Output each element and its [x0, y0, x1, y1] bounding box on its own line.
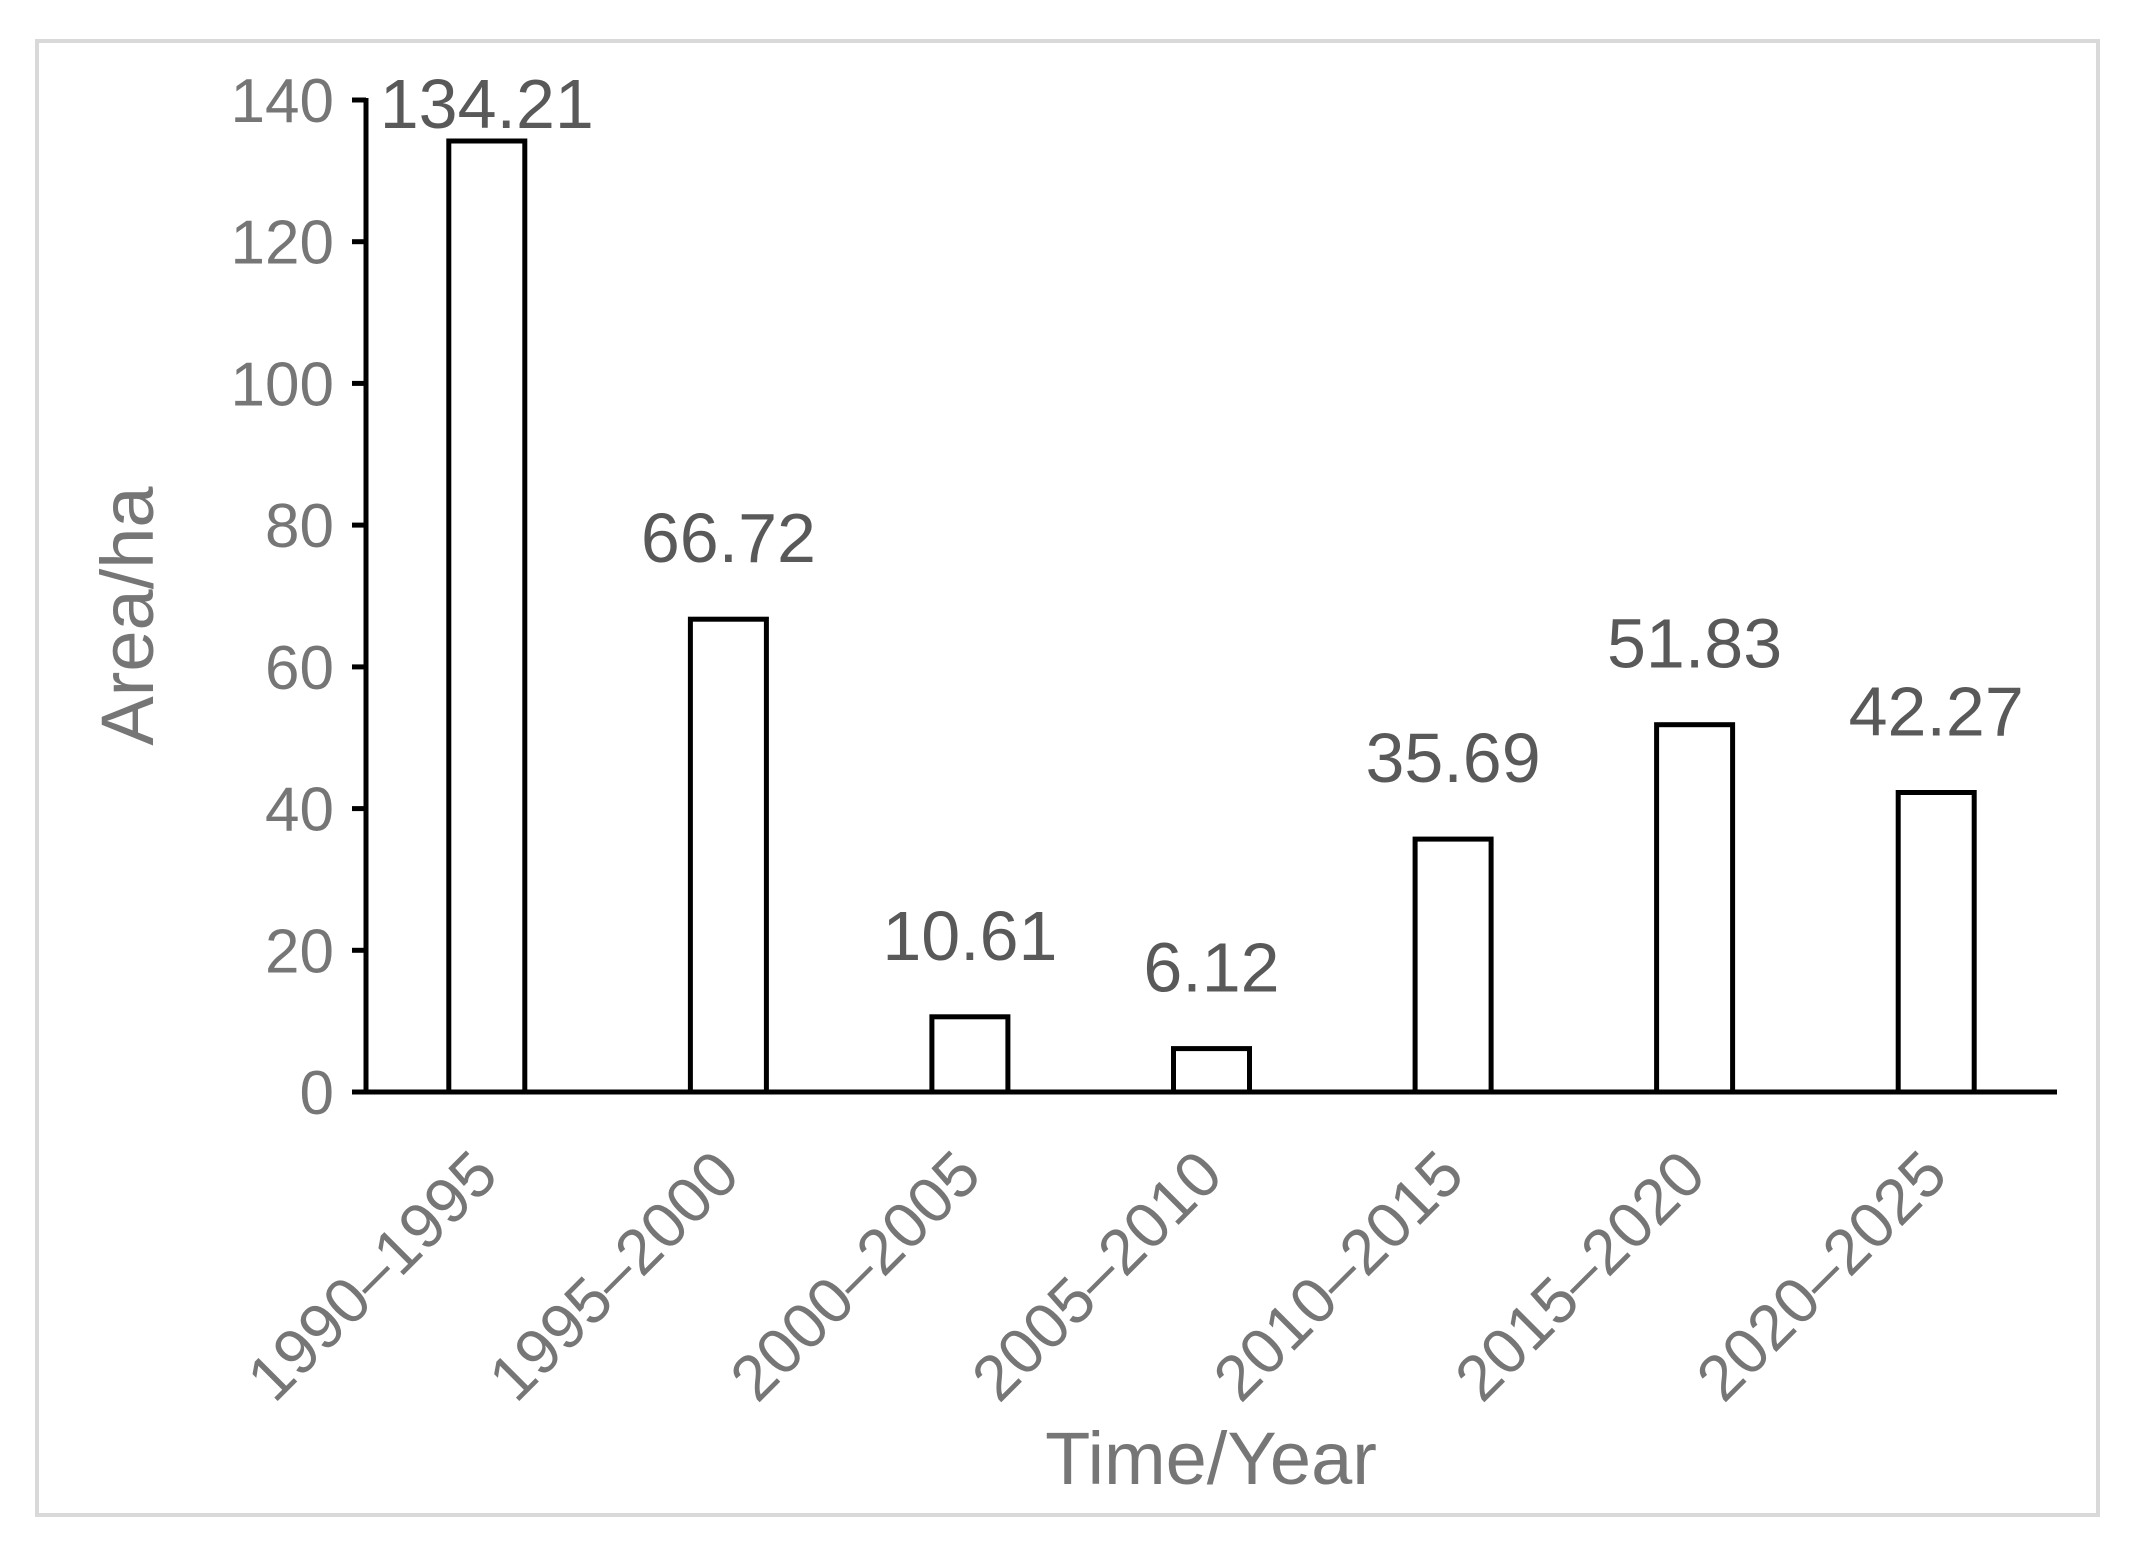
y-axis-title: Area/ha — [86, 486, 169, 746]
y-tick-label-80: 80 — [265, 492, 334, 561]
data-label-7: 42.27 — [1849, 673, 2024, 751]
axes — [363, 98, 2057, 1095]
bar-7 — [1895, 790, 1977, 1095]
y-tick-label-140: 140 — [231, 67, 334, 136]
data-label-4: 6.12 — [1143, 929, 1279, 1007]
y-tick-label-40: 40 — [265, 776, 334, 845]
y-tick-label-60: 60 — [265, 634, 334, 703]
chart-border — [35, 39, 2100, 1517]
bar-1 — [446, 138, 528, 1095]
bar-3 — [929, 1014, 1011, 1095]
bar-4 — [1171, 1046, 1252, 1095]
x-axis-title: Time/Year — [1045, 1417, 1377, 1500]
y-axis-ticks: 0 20 40 60 80 100 120 140 — [231, 67, 366, 1128]
bar-2 — [687, 616, 769, 1095]
y-tick-label-0: 0 — [300, 1059, 334, 1128]
data-label-6: 51.83 — [1607, 605, 1782, 683]
bar-6 — [1654, 722, 1736, 1095]
y-tick-label-20: 20 — [265, 917, 334, 986]
data-label-1: 134.21 — [380, 65, 594, 143]
bar-5 — [1412, 836, 1494, 1095]
data-label-2: 66.72 — [641, 499, 816, 577]
bars — [446, 138, 1977, 1095]
y-tick-label-100: 100 — [231, 350, 334, 419]
data-label-5: 35.69 — [1366, 719, 1541, 797]
y-tick-label-120: 120 — [231, 209, 334, 278]
data-label-3: 10.61 — [882, 897, 1057, 975]
data-labels: 134.21 66.72 10.61 6.12 35.69 51.83 42.27 — [380, 65, 2024, 1007]
